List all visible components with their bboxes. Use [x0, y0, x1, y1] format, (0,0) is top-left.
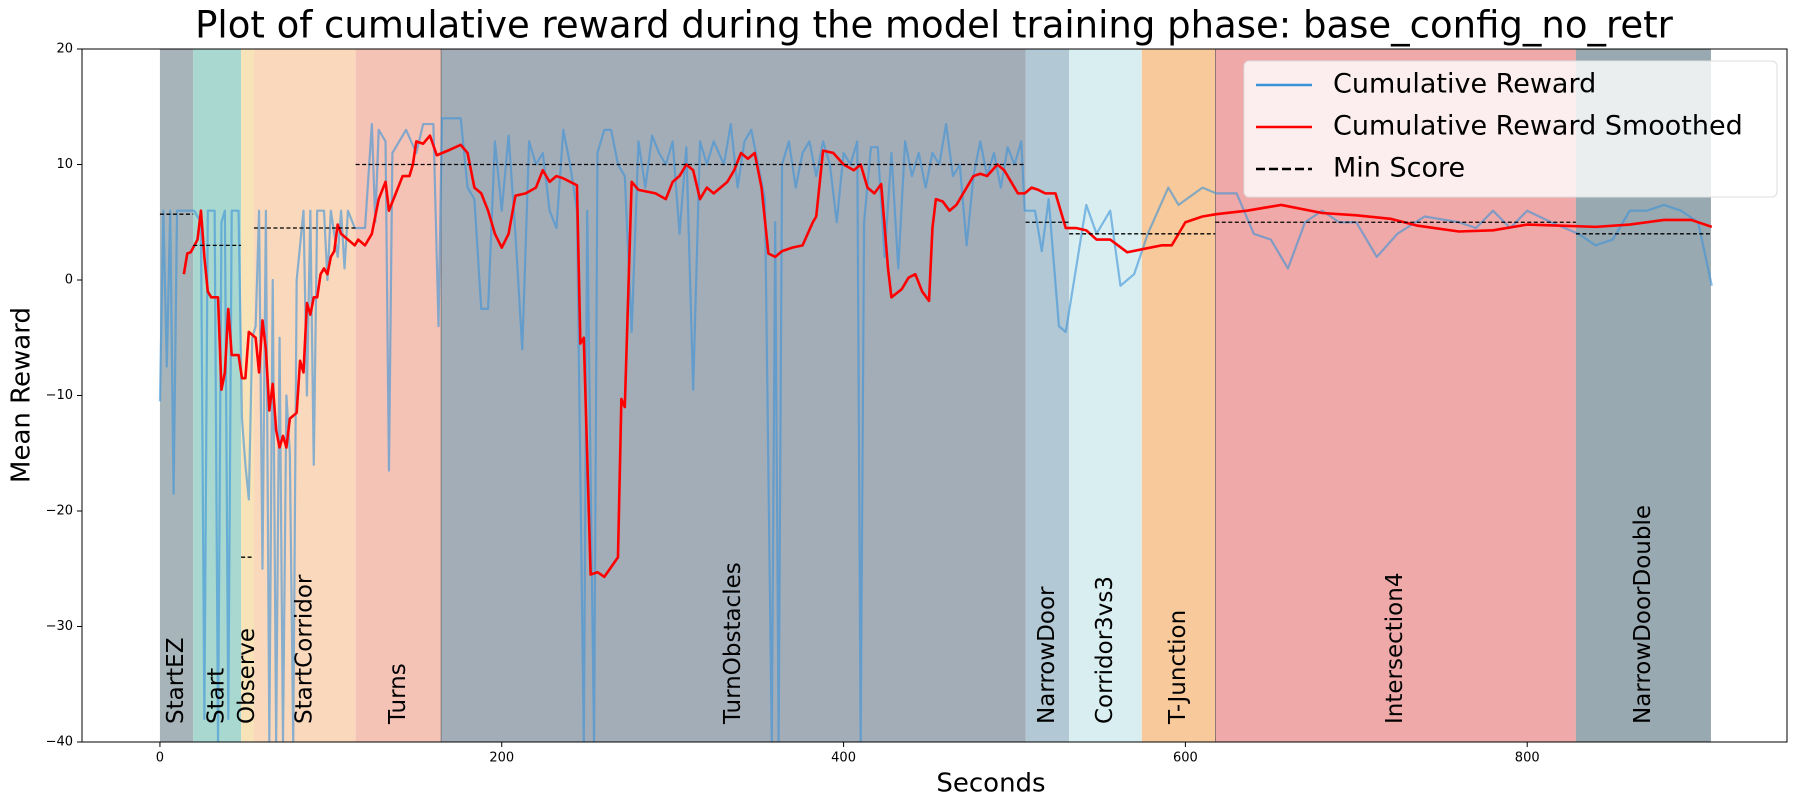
legend-label: Cumulative Reward Smoothed [1333, 111, 1743, 142]
y-tick-label: −40 [46, 735, 73, 750]
y-tick-label: 20 [56, 42, 73, 57]
y-axis-label: Mean Reward [7, 307, 37, 483]
chart-title: Plot of cumulative reward during the mod… [195, 4, 1674, 47]
legend-box [1243, 60, 1778, 198]
region-span [355, 49, 442, 742]
region-label: Observe [234, 628, 260, 724]
x-tick-label: 200 [489, 751, 514, 766]
region-label: StartCorridor [291, 574, 317, 724]
region-label: NarrowDoorDouble [1630, 505, 1656, 724]
smoothed-line [182, 134, 1713, 579]
legend-label: Cumulative Reward [1333, 69, 1596, 100]
y-tick-label: 0 [65, 273, 73, 288]
region-label: Turns [385, 663, 411, 725]
region-label: TurnObstacles [720, 562, 746, 725]
region-span [1025, 49, 1070, 742]
x-axis-label: Seconds [936, 769, 1045, 799]
y-tick-label: −10 [46, 388, 73, 403]
region-label: Start [204, 668, 230, 724]
region-label: NarrowDoor [1034, 586, 1060, 724]
region-span [241, 49, 254, 742]
region-label: StartEZ [163, 638, 189, 724]
region-label: Corridor3vs3 [1092, 576, 1118, 724]
y-tick-label: −20 [46, 504, 73, 519]
region-span [441, 49, 1026, 742]
x-tick-label: 600 [1173, 751, 1198, 766]
region-span [159, 49, 194, 742]
x-tick-label: 400 [831, 751, 856, 766]
region-label: Intersection4 [1382, 573, 1408, 724]
x-tick-label: 800 [1515, 751, 1540, 766]
region-span [1069, 49, 1142, 742]
x-tick-label: 0 [156, 751, 164, 766]
y-tick-label: −30 [46, 619, 73, 634]
y-tick-label: 10 [56, 157, 73, 172]
legend-label: Min Score [1333, 153, 1465, 184]
region-span [1141, 49, 1216, 742]
region-label: T-Junction [1165, 610, 1191, 725]
